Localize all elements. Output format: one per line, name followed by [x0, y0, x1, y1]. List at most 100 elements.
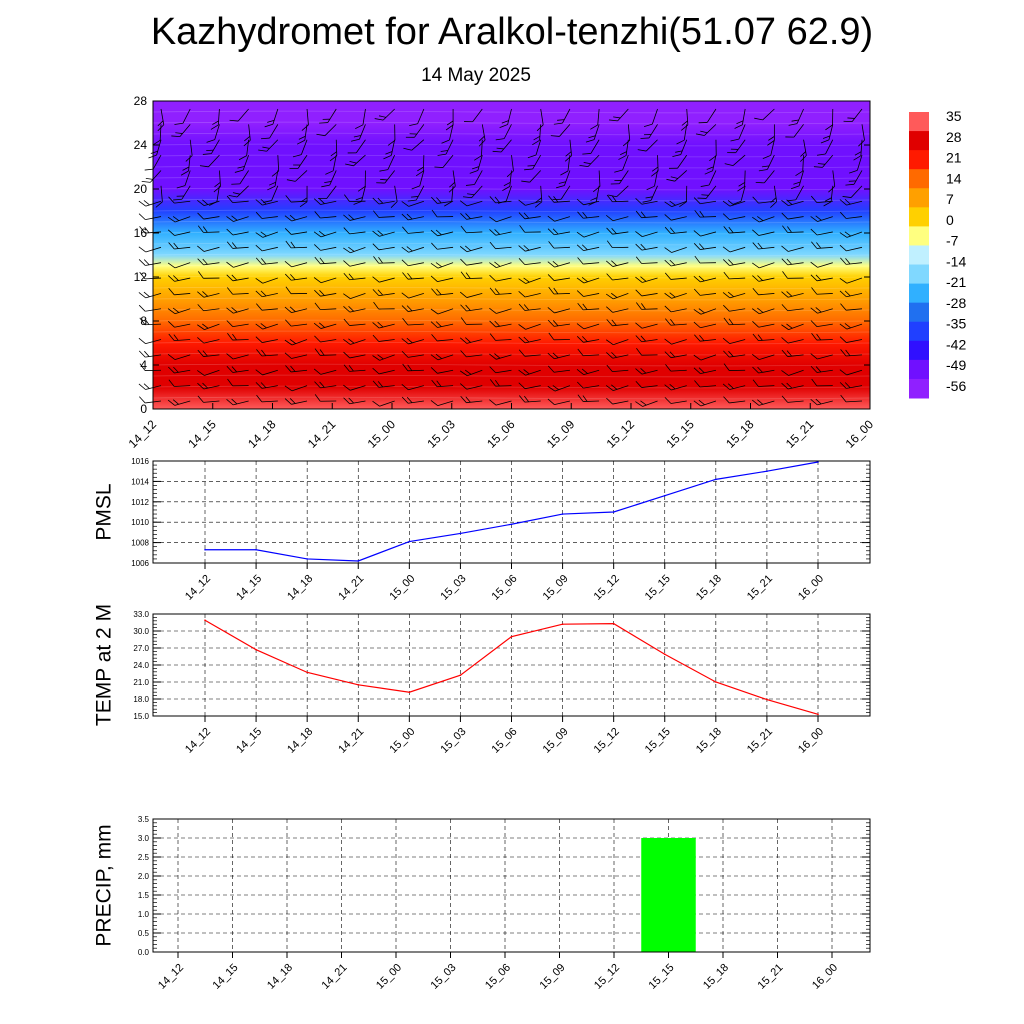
y-tick-label: 21.0 [133, 678, 149, 687]
wind-barb [665, 364, 687, 372]
contour-line [152, 374, 871, 378]
wind-barb [609, 108, 629, 122]
wind-barb [372, 380, 395, 388]
wind-barb [635, 380, 658, 388]
x-tick-label: 15_06 [490, 726, 520, 756]
wind-barb [401, 305, 424, 312]
wind-barb [693, 367, 717, 374]
wind-barb [430, 400, 454, 407]
x-tick-label: 15_03 [438, 726, 468, 756]
wind-barb [722, 200, 746, 207]
x-tick-label: 15_03 [429, 962, 459, 992]
wind-barb [840, 257, 863, 265]
pmsl-point [306, 558, 308, 560]
x-tick-label: 14_21 [336, 726, 366, 756]
wind-barb [197, 212, 220, 220]
x-tick-label: 16_00 [843, 417, 877, 451]
wind-barb [403, 139, 425, 151]
wind-barb [518, 349, 541, 357]
wind-barb [752, 307, 775, 315]
wind-barb [226, 320, 249, 328]
y-tick-label: 27.0 [133, 644, 149, 653]
contour-line [152, 396, 871, 400]
wind-barb [231, 170, 249, 185]
y-tick-label: 33.0 [133, 610, 149, 619]
wind-barb [576, 276, 600, 284]
wind-barb [168, 196, 191, 204]
x-tick-label: 15_09 [541, 726, 571, 756]
contour-line [152, 242, 871, 246]
wind-barb [810, 261, 833, 268]
wind-barb [372, 367, 395, 375]
contour-line [152, 385, 871, 389]
colorbar-swatch [909, 112, 929, 132]
wind-barb [430, 367, 454, 374]
wind-barb [664, 246, 687, 253]
wind-barb [518, 277, 541, 284]
wind-barb [840, 349, 863, 357]
wind-barb [732, 185, 746, 205]
wind-barb [313, 230, 337, 238]
wind-barb [697, 185, 717, 199]
cross-section-panel: 0 4 8 12 16 20 24 28 14_12 14_15 14_18 14_21 15_00 15… [126, 94, 877, 451]
contour-line [152, 297, 871, 301]
wind-barb [489, 229, 512, 236]
wind-barb [285, 365, 308, 373]
wind-barb [518, 291, 541, 298]
wind-barb [752, 333, 775, 342]
wind-barb [635, 198, 658, 205]
temp-point [459, 674, 462, 676]
wind-barb [464, 108, 483, 123]
wind-barb [664, 259, 687, 267]
wind-barb [811, 333, 833, 341]
wind-barb [289, 154, 308, 170]
wind-barb [636, 348, 658, 356]
wind-barb [372, 243, 395, 251]
wind-barb [401, 383, 424, 391]
wind-barb [839, 277, 863, 284]
x-tick-label: 15_21 [745, 726, 775, 756]
wind-barb [547, 319, 570, 327]
x-tick-label: 14_21 [305, 417, 339, 451]
wind-barb [694, 380, 716, 388]
wind-barb [635, 276, 658, 283]
wind-barb [506, 155, 514, 178]
wind-barb [401, 292, 424, 299]
contour-line [152, 253, 871, 257]
pmsl-point [766, 470, 768, 473]
wind-barb [849, 154, 863, 174]
wind-barb [383, 139, 396, 160]
wind-barb [752, 399, 775, 406]
wind-barb [723, 226, 746, 234]
wind-barb [614, 154, 629, 173]
x-tick-label: 14_18 [285, 726, 315, 756]
wind-barb [226, 287, 249, 295]
wind-barb [376, 170, 395, 184]
wind-barb [173, 185, 191, 201]
wind-barb [664, 272, 687, 280]
wind-barb [752, 354, 775, 360]
wind-barb [387, 124, 396, 146]
wind-barb [226, 215, 249, 222]
wind-barb [606, 319, 629, 327]
wind-barb [840, 211, 863, 219]
wind-barb [313, 322, 337, 329]
pmsl-point [459, 532, 462, 535]
wind-barb [664, 351, 687, 359]
wind-barb [459, 291, 483, 298]
wind-barb [226, 261, 249, 268]
wind-barb [577, 211, 600, 219]
wind-barb [372, 400, 395, 407]
wind-barb [704, 155, 717, 175]
wind-barb [402, 363, 424, 372]
x-tick-label: 15_03 [424, 417, 458, 451]
wind-barb [372, 276, 395, 283]
wind-barb [197, 349, 220, 357]
wind-barb [518, 369, 541, 376]
y-tick-label: 1012 [131, 498, 149, 507]
wind-barb [202, 139, 220, 155]
colorbar-label: 35 [946, 108, 962, 124]
wind-barb [534, 185, 543, 208]
wind-barb [343, 338, 366, 345]
wind-barb [840, 303, 863, 311]
